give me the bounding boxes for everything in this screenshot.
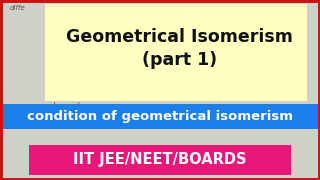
Text: diffe: diffe [10, 4, 25, 10]
FancyBboxPatch shape [29, 145, 291, 175]
Text: 3. In two G.I. the distance between two particular group at the: 3. In two G.I. the distance between two … [10, 116, 218, 122]
Text: IIT JEE/NEET/BOARDS: IIT JEE/NEET/BOARDS [73, 152, 247, 167]
Text: Geometrical Isomerism
(part 1): Geometrical Isomerism (part 1) [66, 28, 292, 69]
Text: condition of geometrical isomerism: condition of geometrical isomerism [27, 110, 293, 123]
FancyBboxPatch shape [0, 104, 320, 129]
FancyBboxPatch shape [45, 4, 307, 101]
Text: a≠b   ,   d≠c: a≠b , d≠c [42, 102, 90, 111]
